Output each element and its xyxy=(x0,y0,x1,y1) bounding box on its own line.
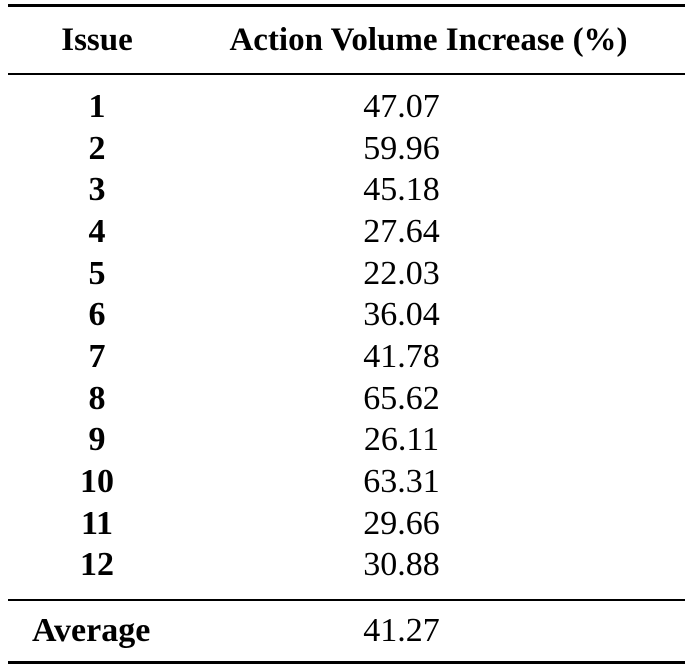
issue-cell: 2 xyxy=(88,129,106,167)
issue-cell: 11 xyxy=(80,504,114,542)
value-cell: 30.88 xyxy=(363,546,440,584)
table-row: 7 41.78 xyxy=(8,336,685,378)
table-row: 6 36.04 xyxy=(8,294,685,336)
table-header-row: Issue Action Volume Increase (%) xyxy=(8,7,685,73)
issue-cell: 5 xyxy=(88,254,106,292)
value-cell: 65.62 xyxy=(363,379,440,417)
value-cell: 36.04 xyxy=(363,296,440,334)
issue-cell: 1 xyxy=(88,87,106,125)
table-row: 2 59.96 xyxy=(8,128,685,170)
value-cell: 47.07 xyxy=(363,87,440,125)
top-rule xyxy=(8,4,685,7)
header-action-volume-increase: Action Volume Increase (%) xyxy=(229,21,628,58)
issue-cell: 8 xyxy=(88,379,106,417)
value-cell: 63.31 xyxy=(363,463,440,501)
value-cell: 59.96 xyxy=(363,129,440,167)
table-row: 3 45.18 xyxy=(8,169,685,211)
issue-cell: 6 xyxy=(88,296,106,334)
table-row: 1 47.07 xyxy=(8,86,685,128)
header-rule xyxy=(8,73,685,75)
table-row: 12 30.88 xyxy=(8,545,685,587)
table-row: 5 22.03 xyxy=(8,253,685,295)
issue-cell: 10 xyxy=(80,463,114,501)
value-cell: 29.66 xyxy=(363,504,440,542)
table-footer-row: Average 41.27 xyxy=(8,601,685,661)
table-row: 10 63.31 xyxy=(8,461,685,503)
table-row: 9 26.11 xyxy=(8,420,685,462)
value-cell: 22.03 xyxy=(363,254,440,292)
table-row: 8 65.62 xyxy=(8,378,685,420)
issue-cell: 4 xyxy=(88,212,106,250)
results-table: Issue Action Volume Increase (%) 1 47.07… xyxy=(8,4,685,664)
table-row: 4 27.64 xyxy=(8,211,685,253)
table-body: 1 47.07 2 59.96 3 45.18 4 27.64 5 22.03 … xyxy=(8,75,685,599)
value-cell: 45.18 xyxy=(363,171,440,209)
footer-rule xyxy=(8,599,685,602)
issue-cell: 3 xyxy=(88,171,106,209)
header-issue: Issue xyxy=(61,21,133,58)
average-value: 41.27 xyxy=(363,612,440,650)
issue-cell: 7 xyxy=(88,337,106,375)
issue-cell: 9 xyxy=(88,421,106,459)
issue-cell: 12 xyxy=(80,546,114,584)
value-cell: 27.64 xyxy=(363,212,440,250)
value-cell: 41.78 xyxy=(363,337,440,375)
average-label: Average xyxy=(32,612,151,650)
value-cell: 26.11 xyxy=(363,421,440,459)
table-row: 11 29.66 xyxy=(8,503,685,545)
